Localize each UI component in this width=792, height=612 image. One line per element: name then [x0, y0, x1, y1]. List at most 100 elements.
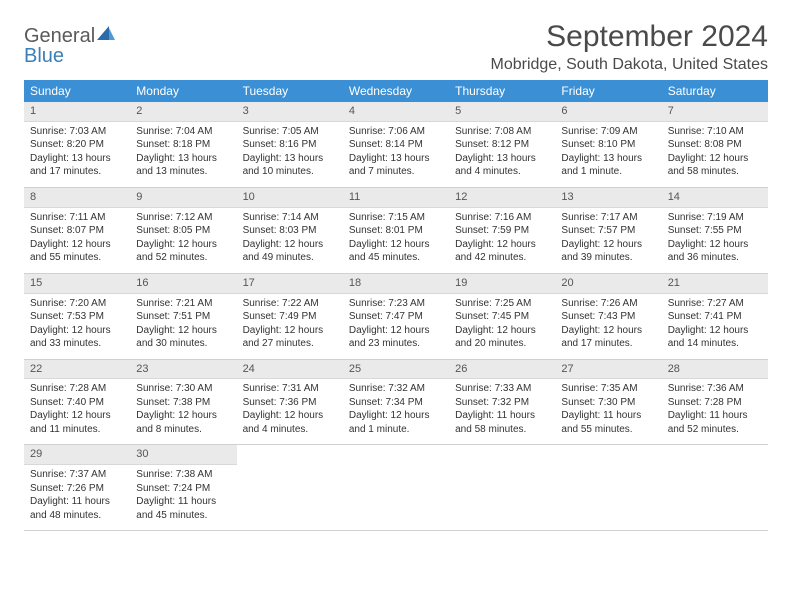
daylight-text-1: Daylight: 12 hours [561, 324, 655, 338]
calendar-week-row: 29Sunrise: 7:37 AMSunset: 7:26 PMDayligh… [24, 445, 768, 531]
daylight-text-2: and 39 minutes. [561, 251, 655, 265]
day-body: Sunrise: 7:06 AMSunset: 8:14 PMDaylight:… [343, 122, 449, 187]
day-number: 12 [449, 188, 555, 208]
calendar-day-cell: 14Sunrise: 7:19 AMSunset: 7:55 PMDayligh… [662, 187, 768, 273]
daylight-text-1: Daylight: 11 hours [561, 409, 655, 423]
daylight-text-2: and 42 minutes. [455, 251, 549, 265]
calendar-day-cell: 30Sunrise: 7:38 AMSunset: 7:24 PMDayligh… [130, 445, 236, 531]
sunset-text: Sunset: 7:40 PM [30, 396, 124, 410]
day-body: Sunrise: 7:09 AMSunset: 8:10 PMDaylight:… [555, 122, 661, 187]
daylight-text-2: and 20 minutes. [455, 337, 549, 351]
daylight-text-1: Daylight: 13 hours [349, 152, 443, 166]
day-number: 2 [130, 102, 236, 122]
sunset-text: Sunset: 8:08 PM [668, 138, 762, 152]
daylight-text-2: and 55 minutes. [30, 251, 124, 265]
day-number: 22 [24, 360, 130, 380]
day-number: 11 [343, 188, 449, 208]
logo: General Blue [24, 20, 115, 66]
calendar-day-cell [237, 445, 343, 531]
daylight-text-2: and 33 minutes. [30, 337, 124, 351]
calendar-table: Sunday Monday Tuesday Wednesday Thursday… [24, 80, 768, 531]
day-number: 6 [555, 102, 661, 122]
sunrise-text: Sunrise: 7:27 AM [668, 297, 762, 311]
weekday-header: Wednesday [343, 80, 449, 102]
day-body: Sunrise: 7:37 AMSunset: 7:26 PMDaylight:… [24, 465, 130, 530]
weekday-header: Thursday [449, 80, 555, 102]
calendar-day-cell: 26Sunrise: 7:33 AMSunset: 7:32 PMDayligh… [449, 359, 555, 445]
daylight-text-2: and 11 minutes. [30, 423, 124, 437]
daylight-text-2: and 48 minutes. [30, 509, 124, 523]
sunrise-text: Sunrise: 7:19 AM [668, 211, 762, 225]
calendar-day-cell: 7Sunrise: 7:10 AMSunset: 8:08 PMDaylight… [662, 102, 768, 187]
day-body: Sunrise: 7:10 AMSunset: 8:08 PMDaylight:… [662, 122, 768, 187]
daylight-text-1: Daylight: 12 hours [455, 238, 549, 252]
day-number: 24 [237, 360, 343, 380]
page-header: General Blue September 2024 Mobridge, So… [24, 20, 768, 78]
daylight-text-1: Daylight: 11 hours [30, 495, 124, 509]
sunset-text: Sunset: 8:18 PM [136, 138, 230, 152]
day-number: 26 [449, 360, 555, 380]
sunset-text: Sunset: 8:07 PM [30, 224, 124, 238]
sunrise-text: Sunrise: 7:20 AM [30, 297, 124, 311]
calendar-day-cell: 24Sunrise: 7:31 AMSunset: 7:36 PMDayligh… [237, 359, 343, 445]
daylight-text-2: and 4 minutes. [455, 165, 549, 179]
sunrise-text: Sunrise: 7:35 AM [561, 382, 655, 396]
sunset-text: Sunset: 7:41 PM [668, 310, 762, 324]
daylight-text-2: and 13 minutes. [136, 165, 230, 179]
daylight-text-1: Daylight: 12 hours [243, 324, 337, 338]
day-body: Sunrise: 7:36 AMSunset: 7:28 PMDaylight:… [662, 379, 768, 444]
sunset-text: Sunset: 8:01 PM [349, 224, 443, 238]
sunset-text: Sunset: 7:36 PM [243, 396, 337, 410]
day-number: 25 [343, 360, 449, 380]
daylight-text-1: Daylight: 13 hours [136, 152, 230, 166]
sunset-text: Sunset: 8:10 PM [561, 138, 655, 152]
daylight-text-1: Daylight: 12 hours [668, 324, 762, 338]
day-body: Sunrise: 7:28 AMSunset: 7:40 PMDaylight:… [24, 379, 130, 444]
daylight-text-1: Daylight: 12 hours [136, 238, 230, 252]
day-number: 3 [237, 102, 343, 122]
daylight-text-1: Daylight: 12 hours [349, 238, 443, 252]
sunset-text: Sunset: 7:28 PM [668, 396, 762, 410]
sunrise-text: Sunrise: 7:15 AM [349, 211, 443, 225]
daylight-text-1: Daylight: 12 hours [30, 324, 124, 338]
day-body: Sunrise: 7:17 AMSunset: 7:57 PMDaylight:… [555, 208, 661, 273]
calendar-day-cell: 23Sunrise: 7:30 AMSunset: 7:38 PMDayligh… [130, 359, 236, 445]
daylight-text-2: and 27 minutes. [243, 337, 337, 351]
sunrise-text: Sunrise: 7:03 AM [30, 125, 124, 139]
sunset-text: Sunset: 7:34 PM [349, 396, 443, 410]
daylight-text-1: Daylight: 12 hours [243, 238, 337, 252]
calendar-day-cell: 4Sunrise: 7:06 AMSunset: 8:14 PMDaylight… [343, 102, 449, 187]
day-number: 29 [24, 445, 130, 465]
daylight-text-1: Daylight: 12 hours [136, 409, 230, 423]
daylight-text-1: Daylight: 12 hours [349, 324, 443, 338]
day-number: 10 [237, 188, 343, 208]
daylight-text-2: and 45 minutes. [136, 509, 230, 523]
calendar-page: General Blue September 2024 Mobridge, So… [0, 0, 792, 551]
sunset-text: Sunset: 7:47 PM [349, 310, 443, 324]
sunrise-text: Sunrise: 7:04 AM [136, 125, 230, 139]
sunrise-text: Sunrise: 7:10 AM [668, 125, 762, 139]
sunset-text: Sunset: 7:32 PM [455, 396, 549, 410]
sunset-text: Sunset: 7:43 PM [561, 310, 655, 324]
sunrise-text: Sunrise: 7:08 AM [455, 125, 549, 139]
sunset-text: Sunset: 7:55 PM [668, 224, 762, 238]
sunset-text: Sunset: 7:53 PM [30, 310, 124, 324]
calendar-day-cell: 11 Sunrise: 7:15 AMSunset: 8:01 PMDayligh… [343, 187, 449, 273]
daylight-text-1: Daylight: 12 hours [455, 324, 549, 338]
day-body: Sunrise: 7:08 AMSunset: 8:12 PMDaylight:… [449, 122, 555, 187]
day-number: 23 [130, 360, 236, 380]
daylight-text-2: and 30 minutes. [136, 337, 230, 351]
day-body: Sunrise: 7:19 AMSunset: 7:55 PMDaylight:… [662, 208, 768, 273]
daylight-text-2: and 58 minutes. [668, 165, 762, 179]
sunrise-text: Sunrise: 7:06 AM [349, 125, 443, 139]
daylight-text-1: Daylight: 12 hours [561, 238, 655, 252]
calendar-day-cell: 18Sunrise: 7:23 AMSunset: 7:47 PMDayligh… [343, 273, 449, 359]
daylight-text-1: Daylight: 13 hours [561, 152, 655, 166]
day-body: Sunrise: 7:11 AMSunset: 8:07 PMDaylight:… [24, 208, 130, 273]
calendar-day-cell: 2 Sunrise: 7:04 AMSunset: 8:18 PMDaylight… [130, 102, 236, 187]
sunrise-text: Sunrise: 7:28 AM [30, 382, 124, 396]
day-body: Sunrise: 7:35 AMSunset: 7:30 PMDaylight:… [555, 379, 661, 444]
day-body: Sunrise: 7:22 AMSunset: 7:49 PMDaylight:… [237, 294, 343, 359]
daylight-text-1: Daylight: 13 hours [243, 152, 337, 166]
calendar-day-cell: 20Sunrise: 7:26 AMSunset: 7:43 PMDayligh… [555, 273, 661, 359]
